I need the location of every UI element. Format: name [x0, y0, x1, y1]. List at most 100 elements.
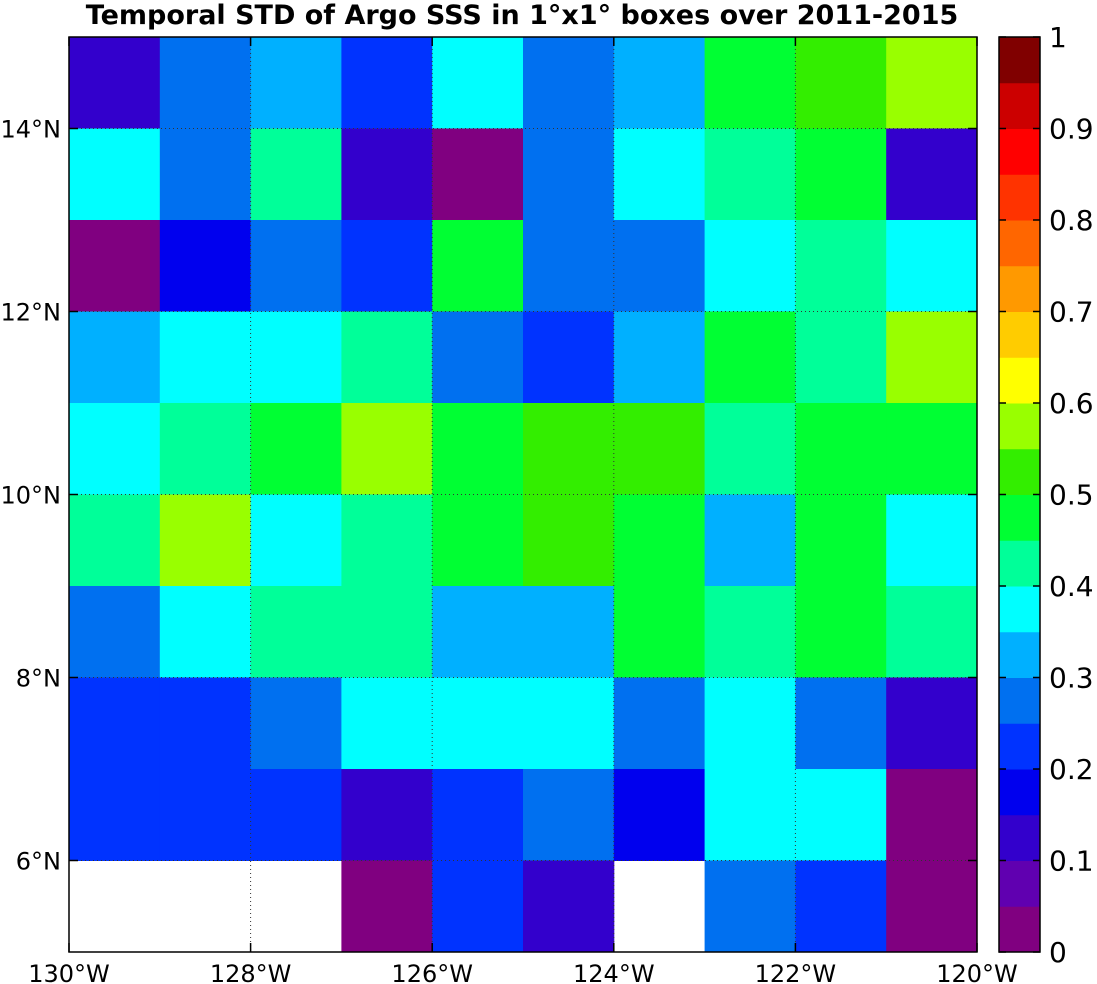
colorbar-tick-label: 0.5 — [1049, 479, 1094, 512]
colorbar-segment — [999, 860, 1040, 907]
colorbar-segment — [999, 540, 1040, 587]
heatmap-cell — [341, 403, 433, 495]
heatmap-cell — [432, 677, 524, 770]
colorbar-segment — [999, 906, 1040, 953]
heatmap-cell — [613, 403, 706, 495]
heatmap-cell — [432, 586, 524, 678]
heatmap-cell — [432, 860, 524, 953]
heatmap-cell — [69, 311, 161, 404]
heatmap-cell — [704, 860, 796, 953]
y-axis-ticks: 6°N 8°N 10°N 12°N 14°N — [1, 116, 977, 876]
x-tick-label: 130°W — [28, 960, 110, 984]
heatmap-cell — [69, 128, 161, 221]
heatmap-cell — [250, 494, 342, 587]
colorbar-segment — [999, 311, 1040, 358]
heatmap-cell — [432, 403, 524, 495]
heatmap-cell — [523, 403, 615, 495]
colorbar: 0 0.1 0.2 0.3 0.4 0.5 0.6 0.7 0.8 0.9 1 — [998, 21, 1094, 969]
heatmap-cell — [704, 311, 796, 404]
heatmap-cell — [795, 128, 887, 221]
colorbar-segment — [999, 128, 1040, 175]
heatmap-cell — [159, 769, 252, 861]
heatmap-cell — [69, 586, 161, 678]
heatmap-cell — [523, 494, 615, 587]
x-tick-label: 120°W — [936, 960, 1018, 984]
heatmap-cell — [69, 677, 161, 770]
heatmap-cell — [523, 311, 615, 404]
colorbar-segment — [999, 265, 1040, 312]
heatmap-cell — [432, 220, 524, 312]
heatmap-cell — [886, 37, 978, 129]
x-tick-label: 128°W — [210, 960, 292, 984]
colorbar-segment — [999, 174, 1040, 221]
colorbar-segment — [999, 220, 1040, 267]
x-tick-label: 126°W — [391, 960, 473, 984]
heatmap-cell — [69, 403, 161, 495]
colorbar-tick-label: 1 — [1049, 21, 1067, 54]
colorbar-segment — [999, 677, 1040, 724]
heatmap-cell — [795, 220, 887, 312]
heatmap-cell — [886, 220, 978, 312]
heatmap-cell — [341, 677, 433, 770]
grid-lines — [69, 37, 977, 952]
heatmap-cell — [704, 586, 796, 678]
heatmap-cell — [341, 860, 433, 953]
heatmap-cell — [613, 586, 706, 678]
colorbar-segment — [999, 586, 1040, 633]
y-tick-label: 6°N — [16, 848, 61, 876]
heatmap-cell — [613, 494, 706, 587]
heatmap-cell — [69, 769, 161, 861]
colorbar-segment — [999, 494, 1040, 541]
colorbar-tick-label: 0.8 — [1049, 204, 1094, 237]
heatmap-cell — [523, 128, 615, 221]
heatmap-cell — [250, 220, 342, 312]
heatmap-cell — [613, 311, 706, 404]
heatmap-cell — [432, 128, 524, 221]
y-tick-label: 12°N — [1, 299, 62, 327]
colorbar-segment — [999, 814, 1040, 861]
heatmap-cell — [523, 677, 615, 770]
heatmap-cell — [704, 769, 796, 861]
heatmap-cell — [523, 37, 615, 129]
colorbar-segment — [999, 37, 1040, 84]
heatmap-cell — [432, 494, 524, 587]
heatmap-cell — [250, 769, 342, 861]
heatmap-cell — [159, 494, 252, 587]
heatmap-cell — [159, 128, 252, 221]
heatmap-cell — [886, 403, 978, 495]
heatmap-cell — [795, 769, 887, 861]
colorbar-segment — [999, 769, 1040, 816]
heatmap-cell — [704, 403, 796, 495]
heatmap-cell — [795, 860, 887, 953]
heatmap-cell — [250, 677, 342, 770]
heatmap-cell — [69, 220, 161, 312]
heatmap-cell — [886, 311, 978, 404]
heatmap-cell — [886, 586, 978, 678]
heatmap-cell — [341, 769, 433, 861]
colorbar-tick-label: 0.2 — [1049, 753, 1094, 786]
heatmap-cell — [523, 860, 615, 953]
heatmap-cell — [341, 128, 433, 221]
colorbar-tick-label: 0.9 — [1049, 113, 1094, 146]
heatmap-cells — [69, 37, 978, 953]
heatmap-cell — [704, 494, 796, 587]
heatmap-cell — [341, 220, 433, 312]
heatmap-cell — [795, 311, 887, 404]
heatmap-cell — [795, 677, 887, 770]
colorbar-segment — [999, 723, 1040, 770]
colorbar-segment — [999, 357, 1040, 404]
heatmap-cell — [250, 37, 342, 129]
colorbar-tick-label: 0.3 — [1049, 662, 1094, 695]
heatmap-cell — [69, 494, 161, 587]
heatmap-cell — [704, 220, 796, 312]
heatmap-cell — [159, 403, 252, 495]
colorbar-segment — [999, 82, 1040, 129]
heatmap-cell — [704, 128, 796, 221]
y-tick-label: 8°N — [16, 665, 61, 693]
y-tick-label: 10°N — [1, 482, 62, 510]
heatmap-cell — [613, 769, 706, 861]
heatmap-cell — [886, 860, 978, 953]
chart-title: Temporal STD of Argo SSS in 1°x1° boxes … — [86, 0, 959, 31]
heatmap-cell — [886, 128, 978, 221]
